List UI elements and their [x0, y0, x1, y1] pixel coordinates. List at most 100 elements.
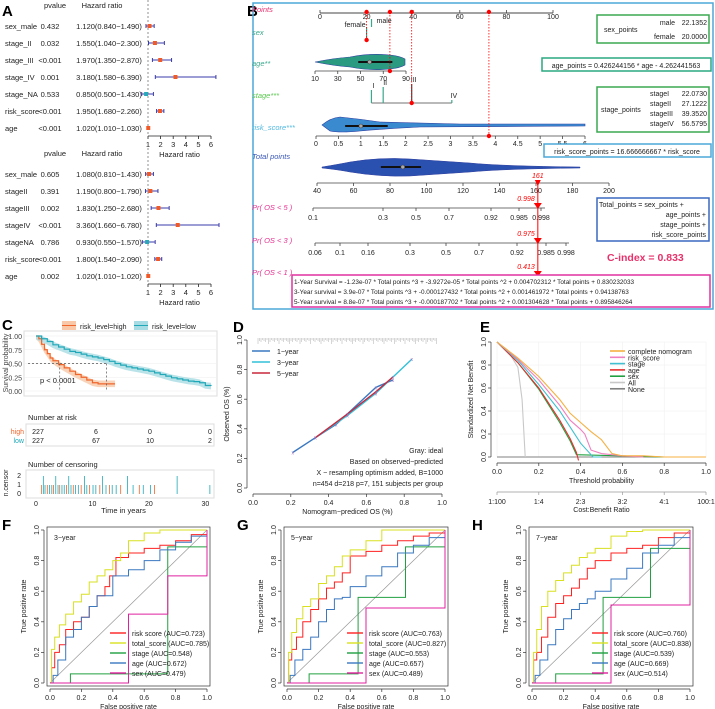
x-tick-label: 0.0 — [45, 695, 55, 702]
decision-curve — [496, 341, 706, 458]
legend-label: stage (AUC=0.553) — [369, 651, 429, 658]
points-tick-label: 40 — [409, 14, 417, 21]
hr-point — [157, 109, 162, 113]
decision-curve — [496, 341, 580, 461]
nomogram-row-label: risk_score*** — [252, 123, 296, 132]
row-pvalue: <0.001 — [38, 107, 61, 116]
row-label: stage_III — [5, 56, 34, 65]
x-tick-label: 0.4 — [576, 469, 586, 476]
y-tick-label: 0.0 — [34, 678, 41, 688]
x-axis-label: False positive rate — [338, 704, 395, 709]
x-tick-label: 0.2 — [77, 695, 87, 702]
row-pvalue: <0.001 — [38, 221, 61, 230]
x-axis-label: Time in years — [101, 506, 146, 515]
plot-frame — [283, 526, 449, 687]
points-tick-label: 20 — [363, 14, 371, 21]
x-axis-label: False positive rate — [583, 704, 640, 709]
p-value: p < 0.0001 — [40, 376, 76, 385]
y-tick-label: 0.4 — [34, 617, 41, 627]
row-hazard-ratio: 3.180(1.580−6.390) — [76, 73, 142, 82]
km-plot: risk_level=high risk_level=low 0.00 0.25 0.5… — [3, 321, 218, 515]
legend-label: risk score (AUC=0.760) — [614, 631, 687, 638]
sex-level-male: male — [376, 18, 391, 25]
probability-tick-label: 0.998 — [557, 250, 575, 257]
hr-point — [148, 189, 153, 193]
roc-title: 5−year — [291, 535, 313, 542]
row-hazard-ratio: 1.970(1.350−2.870) — [76, 56, 142, 65]
risk-tick-label: 5 — [538, 141, 542, 148]
calibration-point: x — [346, 413, 349, 419]
cost-benefit-tick-label: 4:1 — [659, 499, 669, 506]
hr-point — [158, 58, 163, 62]
x-tick-label: 0.4 — [324, 500, 334, 507]
sex-points-box — [596, 14, 710, 44]
forest-plot-a: pvalue Hazard ratio sex_male 0.432 1.120(0.8… — [5, 0, 217, 159]
roc-curve — [532, 530, 691, 684]
y-tick-label: 0.4 — [271, 617, 278, 627]
risk-tick-label: 0 — [314, 141, 318, 148]
legend-label: total_score (AUC=0.785) — [132, 641, 209, 648]
stage-points-title: stage_points — [601, 107, 641, 114]
x-tick-label: 0.6 — [618, 469, 628, 476]
roc-plot-5-year: 0.0 0.2 0.4 0.6 0.8 1.0 0.0 0.2 0.4 0.6 0.8 1.0 Fals… — [258, 525, 450, 709]
sex-points-title: sex_points — [604, 27, 638, 34]
nomogram-row-label: sex — [252, 28, 264, 37]
probability-value: 0.413 — [517, 264, 535, 271]
row-hazard-ratio: 1.950(1.680−2.260) — [76, 107, 142, 116]
column-header-pvalue: pvalue — [44, 1, 66, 10]
risk-table-title: Number at risk — [28, 413, 77, 422]
hr-point — [156, 206, 161, 210]
c-index: C-index = 0.833 — [607, 252, 684, 264]
censoring-title: Number of censoring — [28, 460, 98, 469]
x-tick-label: 6 — [209, 140, 213, 149]
legend-label: total_score (AUC=0.827) — [369, 641, 446, 648]
risk-table-value: 2 — [208, 438, 212, 445]
guide-point — [409, 100, 414, 106]
y-tick-label: 0.00 — [8, 389, 22, 396]
probability-tick-label: 0.7 — [474, 250, 484, 257]
roc-curve — [287, 530, 446, 684]
row-hazard-ratio: 1.830(1.250−2.680) — [76, 204, 142, 213]
total-tick-label: 140 — [494, 188, 506, 195]
row-label: sex_male — [5, 170, 37, 179]
legend-label: sex (AUC=0.514) — [614, 671, 668, 678]
x-tick-label: 0.2 — [314, 695, 324, 702]
sex-level-female: female — [345, 22, 366, 29]
y-axis-label: Standardized Net Benefit — [468, 361, 475, 439]
row-hazard-ratio: 3.360(1.660−6.780) — [76, 221, 142, 230]
hr-point — [144, 92, 149, 96]
points-tick-label: 60 — [456, 14, 464, 21]
x-tick-label: 1 — [146, 140, 150, 149]
calibration-point: x — [392, 375, 395, 381]
x-tick-label: 1.0 — [685, 695, 695, 702]
y-tick-label: 0.8 — [516, 556, 523, 566]
guide-point — [364, 37, 369, 43]
legend-label: 1−year — [277, 349, 299, 356]
hr-point — [152, 41, 157, 45]
decision-curve-plot: 0.0 0.2 0.4 0.6 0.8 1.0 0.0 0.2 0.4 0.6 0.8 1.0 Thre… — [468, 337, 715, 514]
survival-formula: 3-Year survival = 3.9e-07 * Total points… — [294, 289, 629, 296]
row-pvalue: 0.032 — [41, 39, 60, 48]
stage-points-level: stageIII — [650, 111, 673, 118]
y-tick-label: 0.75 — [8, 348, 22, 355]
column-header-hazard-ratio: Hazard ratio — [82, 149, 123, 158]
total-marker — [534, 180, 541, 186]
stage-points-level: stageII — [650, 101, 671, 108]
x-tick-label: 0.6 — [362, 500, 372, 507]
confidence-band — [36, 336, 116, 388]
nomogram: Points sex age** stage*** risk_score*** Total… — [252, 2, 714, 310]
total-tick-label: 180 — [567, 188, 579, 195]
age-median — [367, 59, 372, 65]
y-tick-label: 0.6 — [34, 586, 41, 596]
row-label: stageIV — [5, 221, 30, 230]
calibration-note: Based on observed−predicted — [350, 459, 443, 466]
guide-point — [486, 9, 492, 15]
x-axis-label: False positive rate — [100, 704, 157, 709]
x-tick-label: 0.2 — [534, 469, 544, 476]
roc-curve — [287, 530, 446, 684]
x-axis-label: Hazard ratio — [159, 150, 200, 159]
nomogram-row-label: age** — [252, 59, 271, 68]
censoring-y-label: n.censor — [3, 469, 10, 497]
calibration-point: x — [291, 450, 294, 456]
